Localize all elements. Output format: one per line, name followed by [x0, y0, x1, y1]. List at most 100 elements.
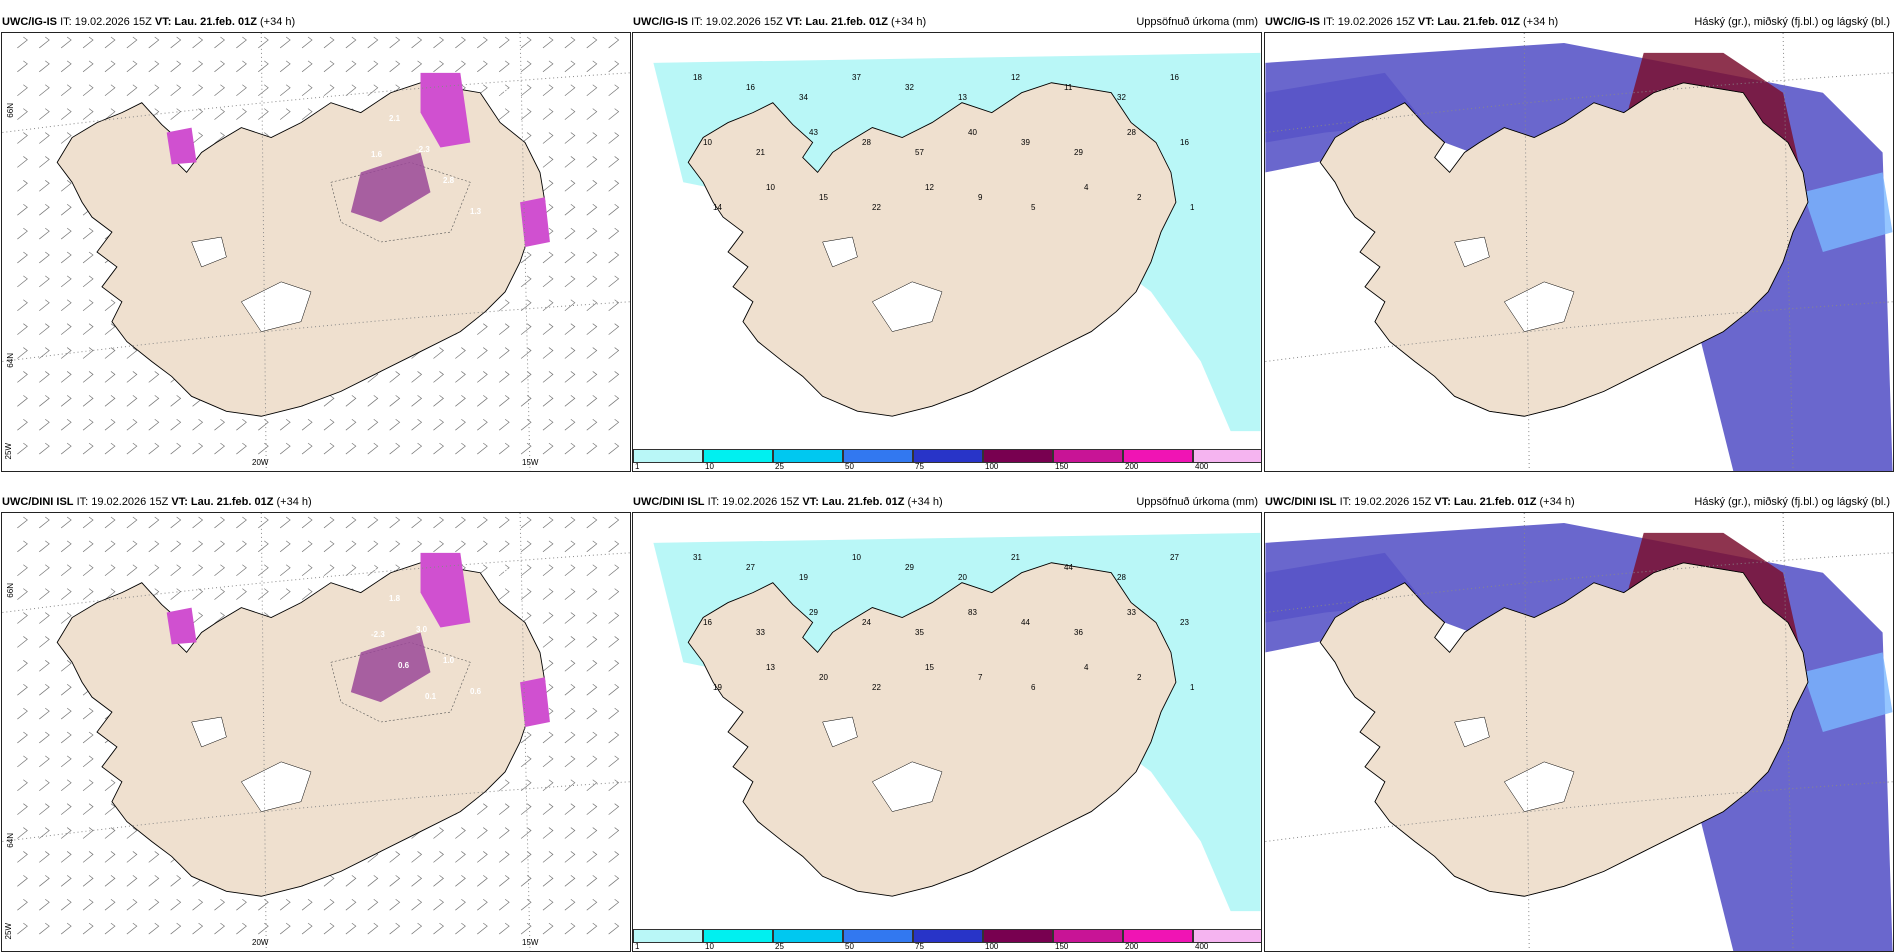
temperature-label: 2.8 [443, 176, 455, 185]
precip-value: 5 [1031, 203, 1036, 212]
precip-value: 27 [1170, 553, 1179, 562]
legend-swatch [773, 929, 843, 943]
map-panel-wind[interactable]: -3.1 1.8 3.0 1.0 0.6 0.5 -1.0 -2.3 0.6 0.1 66N 64N 2… [1, 512, 631, 952]
precip-value: 40 [968, 128, 977, 137]
temperature-label: 1.8 [389, 594, 401, 603]
valid-time: Lau. 21.feb. 01Z [174, 16, 257, 28]
legend-tick: 25 [775, 462, 784, 471]
grid-label: 20W [252, 458, 269, 467]
temperature-label: -1.0 [524, 599, 538, 608]
precip-value: 24 [862, 618, 871, 627]
precip-value: 28 [862, 138, 871, 147]
temperature-label: 1.6 [371, 150, 383, 159]
valid-time: Lau. 21.feb. 01Z [805, 16, 888, 28]
precip-value: 35 [915, 628, 924, 637]
lead-time: (+34 h) [1523, 16, 1559, 28]
valid-time-label: VT: [802, 496, 819, 508]
temperature-label: -3.1 [362, 563, 376, 572]
precip-value: 20 [819, 673, 828, 682]
legend-swatch [983, 929, 1053, 943]
precip-value: 39 [1021, 138, 1030, 147]
legend-tick: 1 [635, 462, 640, 471]
precip-value: 6 [1031, 683, 1036, 692]
legend-swatch [703, 929, 773, 943]
precip-value: 28 [1117, 573, 1126, 582]
precip-value: 18 [693, 73, 702, 82]
precip-value: 32 [905, 83, 914, 92]
legend-swatch [913, 449, 983, 463]
map-canvas [633, 33, 1261, 451]
init-time: IT: 19.02.2026 15Z [707, 496, 800, 508]
grid-label: 15W [522, 938, 539, 947]
precip-value: 12 [925, 183, 934, 192]
temperature-label: 1.3 [470, 207, 482, 216]
legend-tick: 75 [915, 462, 924, 471]
precip-value: 22 [872, 683, 881, 692]
precip-value: 16 [746, 83, 755, 92]
legend-swatch [1053, 929, 1123, 943]
precip-value: 34 [799, 93, 808, 102]
grid-label: 64N [6, 833, 15, 848]
precip-value: 44 [1021, 618, 1030, 627]
valid-time-label: VT: [154, 16, 172, 28]
map-panel-precip[interactable]: 18 16 34 37 32 13 12 11 32 16 10 21 43 28 57 40 39 29 28 16… [632, 32, 1262, 472]
temperature-label: 0.5 [497, 88, 509, 97]
legend-swatch [1053, 449, 1123, 463]
legend-tick: 25 [775, 942, 784, 951]
product-title: Uppsöfnuð úrkoma (mm) [1136, 16, 1258, 28]
precip-value: 36 [1074, 628, 1083, 637]
panel-header: UWC/DINI ISL IT: 19.02.2026 15Z VT: Lau.… [1, 494, 631, 512]
legend-swatch [1123, 929, 1193, 943]
model-name: UWC/IG-IS [1265, 16, 1320, 28]
legend-tick: 50 [845, 462, 854, 471]
legend-swatch [1193, 449, 1261, 463]
lead-time: (+34 h) [260, 16, 296, 28]
precip-value: 33 [756, 628, 765, 637]
precip-legend: 1 10 25 50 75 100 150 200 400 [633, 929, 1261, 951]
panel-header: UWC/IG-IS IT: 19.02.2026 15Z VT: Lau. 21… [1264, 14, 1894, 32]
precip-value: 43 [809, 128, 818, 137]
lead-time: (+34 h) [907, 496, 943, 508]
product-title: Háský (gr.), miðský (fj.bl.) og lágský (… [1694, 496, 1890, 508]
map-panel-cloud[interactable] [1264, 32, 1894, 472]
precip-value: 16 [703, 618, 712, 627]
model-name: UWC/IG-IS [2, 16, 57, 28]
model-name: UWC/DINI ISL [2, 496, 74, 508]
precip-value: 31 [693, 553, 702, 562]
lead-time: (+34 h) [891, 16, 927, 28]
precip-value: 19 [713, 683, 722, 692]
panel-header: UWC/IG-IS IT: 19.02.2026 15Z VT: Lau. 21… [1, 14, 631, 32]
temperature-label: 0.1 [425, 692, 437, 701]
precip-value: 29 [1074, 148, 1083, 157]
valid-time: Lau. 21.feb. 01Z [1453, 496, 1537, 508]
temperature-label: 1.7 [362, 83, 374, 92]
precip-value: 1 [1190, 203, 1195, 212]
temperature-label: 0.3 [524, 119, 536, 128]
legend-tick: 100 [985, 942, 999, 951]
legend-tick: 200 [1125, 462, 1139, 471]
precip-value: 21 [756, 148, 765, 157]
legend-swatch [773, 449, 843, 463]
legend-swatch [703, 449, 773, 463]
map-canvas [633, 513, 1261, 931]
legend-swatch [983, 449, 1053, 463]
map-canvas [1265, 513, 1893, 951]
model-name: UWC/DINI ISL [633, 496, 705, 508]
legend-tick: 75 [915, 942, 924, 951]
legend-tick: 100 [985, 462, 999, 471]
precip-value: 2 [1137, 673, 1142, 682]
map-panel-cloud[interactable] [1264, 512, 1894, 952]
precip-value: 20 [958, 573, 967, 582]
grid-label: 20W [252, 938, 269, 947]
model-name: UWC/IG-IS [633, 16, 688, 28]
temperature-label: -2.3 [371, 630, 385, 639]
map-panel-precip[interactable]: 31 27 19 10 29 20 21 44 28 27 16 33 29 24 35 83 44 36 33 23… [632, 512, 1262, 952]
precip-value: 21 [1011, 553, 1020, 562]
product-title: Uppsöfnuð úrkoma (mm) [1136, 496, 1258, 508]
map-canvas [1265, 33, 1893, 471]
map-canvas [2, 33, 630, 471]
legend-swatch [843, 929, 913, 943]
valid-time-label: VT: [785, 16, 803, 28]
map-panel-wind[interactable]: 1.7 2.1 -2.3 2.8 1.3 0.5 0.3 1.6 66N 64N 25W 20W 15W [1, 32, 631, 472]
precip-value: 9 [978, 193, 983, 202]
